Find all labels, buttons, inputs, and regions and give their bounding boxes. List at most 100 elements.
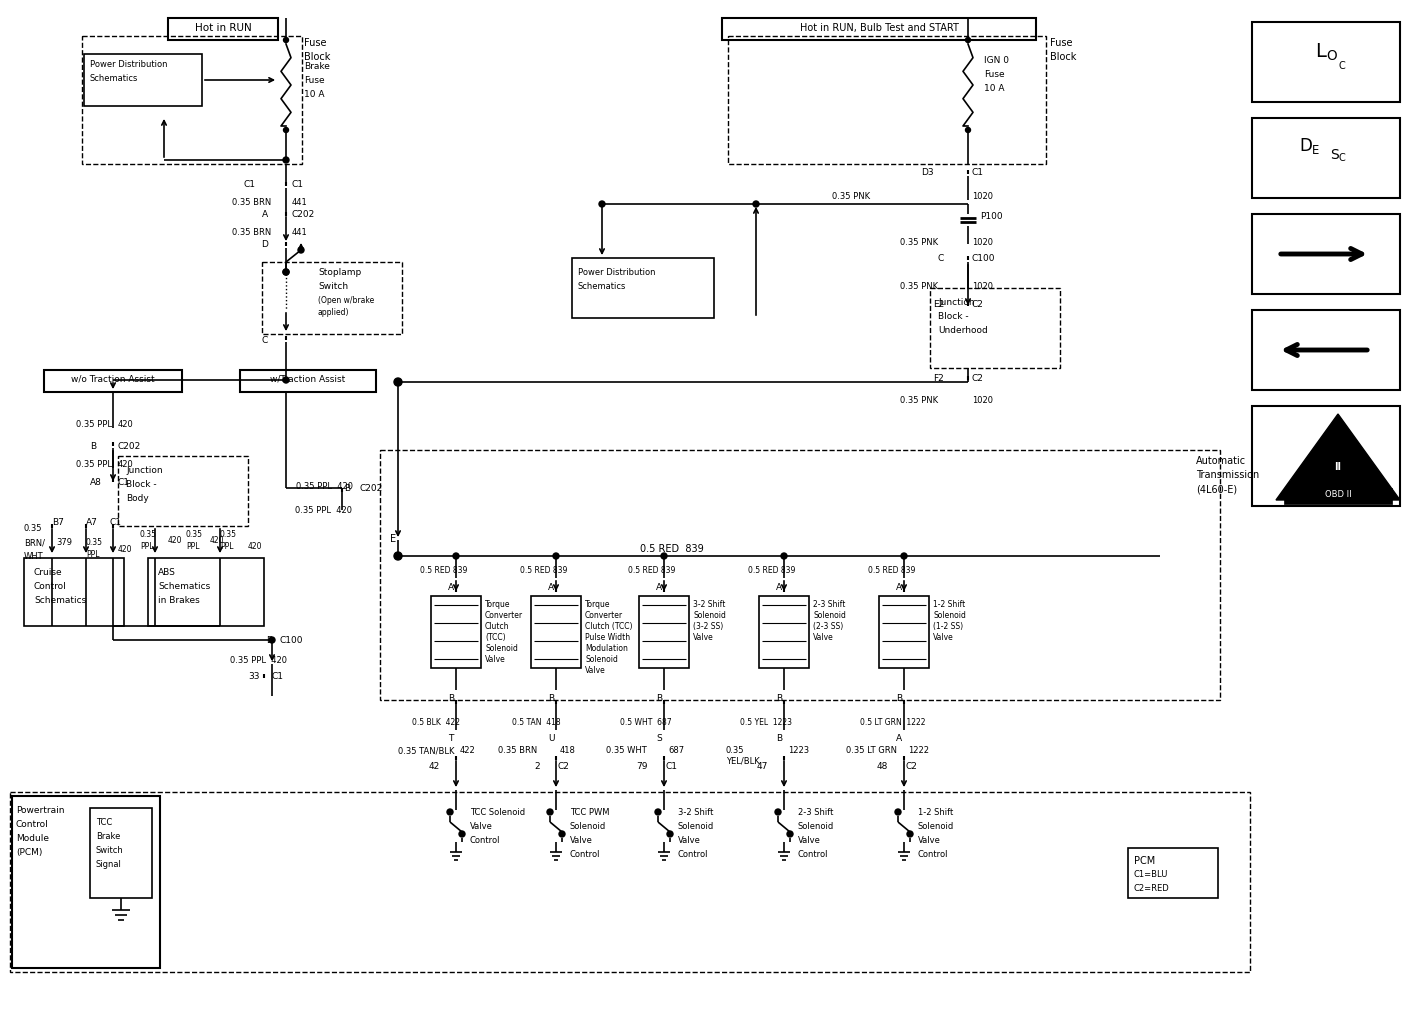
- Text: 0.5 TAN  418: 0.5 TAN 418: [513, 718, 561, 727]
- Text: Powertrain: Powertrain: [16, 806, 64, 815]
- Text: Transmission: Transmission: [1196, 470, 1259, 480]
- Text: 420: 420: [168, 536, 182, 545]
- Bar: [759, 596, 809, 668]
- Text: 1020: 1020: [973, 193, 993, 201]
- Bar: [930, 288, 1059, 368]
- Circle shape: [901, 553, 907, 559]
- Bar: [44, 370, 182, 392]
- Text: C1: C1: [292, 180, 303, 189]
- Text: Brake: Brake: [95, 831, 121, 841]
- Circle shape: [283, 38, 289, 43]
- Text: PPL: PPL: [140, 542, 154, 551]
- Text: (3-2 SS): (3-2 SS): [693, 622, 723, 631]
- Text: 0.35 PPL  420: 0.35 PPL 420: [231, 656, 288, 665]
- Text: 3-2 Shift: 3-2 Shift: [693, 600, 725, 609]
- Text: 1020: 1020: [973, 396, 993, 406]
- Text: Schematics: Schematics: [34, 596, 87, 605]
- Text: Schematics: Schematics: [90, 74, 138, 83]
- Text: Block -: Block -: [125, 480, 157, 489]
- Text: C2: C2: [558, 762, 570, 771]
- Circle shape: [600, 201, 605, 207]
- Bar: [1252, 22, 1400, 102]
- Text: Control: Control: [678, 850, 709, 859]
- Text: TCC PWM: TCC PWM: [570, 808, 609, 817]
- Text: 2-3 Shift: 2-3 Shift: [813, 600, 846, 609]
- Text: C2: C2: [973, 300, 984, 309]
- Bar: [722, 18, 1037, 40]
- Text: BRN/: BRN/: [24, 538, 46, 547]
- Text: B: B: [345, 484, 350, 493]
- Text: ABS: ABS: [158, 568, 177, 577]
- Text: 79: 79: [637, 762, 648, 771]
- Text: 48: 48: [877, 762, 889, 771]
- Text: A7: A7: [85, 518, 98, 527]
- Bar: [148, 558, 263, 626]
- Text: Junction: Junction: [125, 466, 162, 475]
- Text: A: A: [548, 583, 554, 592]
- Text: 10 A: 10 A: [303, 90, 325, 99]
- Text: C1: C1: [666, 762, 678, 771]
- Text: 0.35: 0.35: [219, 530, 236, 539]
- Text: Pulse Width: Pulse Width: [585, 633, 631, 642]
- Text: 422: 422: [460, 746, 476, 755]
- Text: 10 A: 10 A: [984, 84, 1004, 93]
- Text: 0.35 PPL: 0.35 PPL: [75, 420, 112, 429]
- Text: Torque: Torque: [486, 600, 510, 609]
- Bar: [1252, 310, 1400, 390]
- Text: Underhood: Underhood: [938, 326, 988, 335]
- Circle shape: [394, 552, 402, 560]
- Text: applied): applied): [318, 308, 349, 317]
- Text: B: B: [548, 694, 554, 703]
- Text: 1020: 1020: [973, 282, 993, 291]
- Text: w/o Traction Assist: w/o Traction Assist: [71, 375, 155, 384]
- Bar: [262, 262, 402, 334]
- Text: TCC: TCC: [95, 818, 112, 827]
- Bar: [380, 450, 1220, 700]
- Text: 420: 420: [118, 460, 134, 469]
- Text: Control: Control: [16, 820, 48, 829]
- Bar: [11, 796, 159, 968]
- Circle shape: [553, 553, 560, 559]
- Text: B: B: [90, 442, 97, 451]
- Text: 0.35 PNK: 0.35 PNK: [900, 396, 938, 406]
- Text: C202: C202: [292, 210, 315, 219]
- Text: C2=RED: C2=RED: [1134, 884, 1169, 893]
- Circle shape: [661, 553, 666, 559]
- Circle shape: [547, 809, 553, 815]
- Text: A: A: [656, 583, 662, 592]
- Bar: [118, 456, 248, 526]
- Bar: [431, 596, 481, 668]
- Text: C1: C1: [110, 518, 122, 527]
- Text: PPL: PPL: [187, 542, 199, 551]
- Text: Solenoid: Solenoid: [933, 611, 965, 620]
- Text: 0.35 BRN: 0.35 BRN: [498, 746, 537, 755]
- Text: B7: B7: [53, 518, 64, 527]
- Bar: [1284, 488, 1393, 504]
- Text: (2-3 SS): (2-3 SS): [813, 622, 843, 631]
- Text: C1: C1: [272, 672, 283, 681]
- Circle shape: [560, 831, 565, 837]
- Text: 0.5 RED 839: 0.5 RED 839: [520, 566, 567, 575]
- Text: 441: 441: [292, 198, 308, 207]
- Text: Control: Control: [470, 836, 500, 845]
- Text: Fuse: Fuse: [303, 38, 326, 48]
- Text: P100: P100: [980, 212, 1002, 221]
- Text: Solenoid: Solenoid: [585, 655, 618, 664]
- Text: Solenoid: Solenoid: [570, 822, 607, 831]
- Text: 0.35 PPL  420: 0.35 PPL 420: [295, 506, 352, 515]
- Text: (Open w/brake: (Open w/brake: [318, 296, 375, 305]
- Text: $\mathregular{_C}$: $\mathregular{_C}$: [1339, 58, 1346, 72]
- Text: $\mathregular{L_O}$: $\mathregular{L_O}$: [1314, 42, 1337, 63]
- Text: Fuse: Fuse: [303, 76, 325, 85]
- Text: F2: F2: [933, 374, 944, 383]
- Text: C100: C100: [973, 254, 995, 263]
- Text: 0.35: 0.35: [187, 530, 204, 539]
- Text: (PCM): (PCM): [16, 848, 43, 857]
- Text: $\mathregular{S_C}$: $\mathregular{S_C}$: [1330, 148, 1347, 165]
- Text: Solenoid: Solenoid: [693, 611, 726, 620]
- Text: Solenoid: Solenoid: [797, 822, 834, 831]
- Circle shape: [655, 809, 661, 815]
- Text: Block -: Block -: [938, 312, 968, 321]
- Text: C1: C1: [244, 180, 256, 189]
- Text: 0.35 PPL: 0.35 PPL: [75, 460, 112, 469]
